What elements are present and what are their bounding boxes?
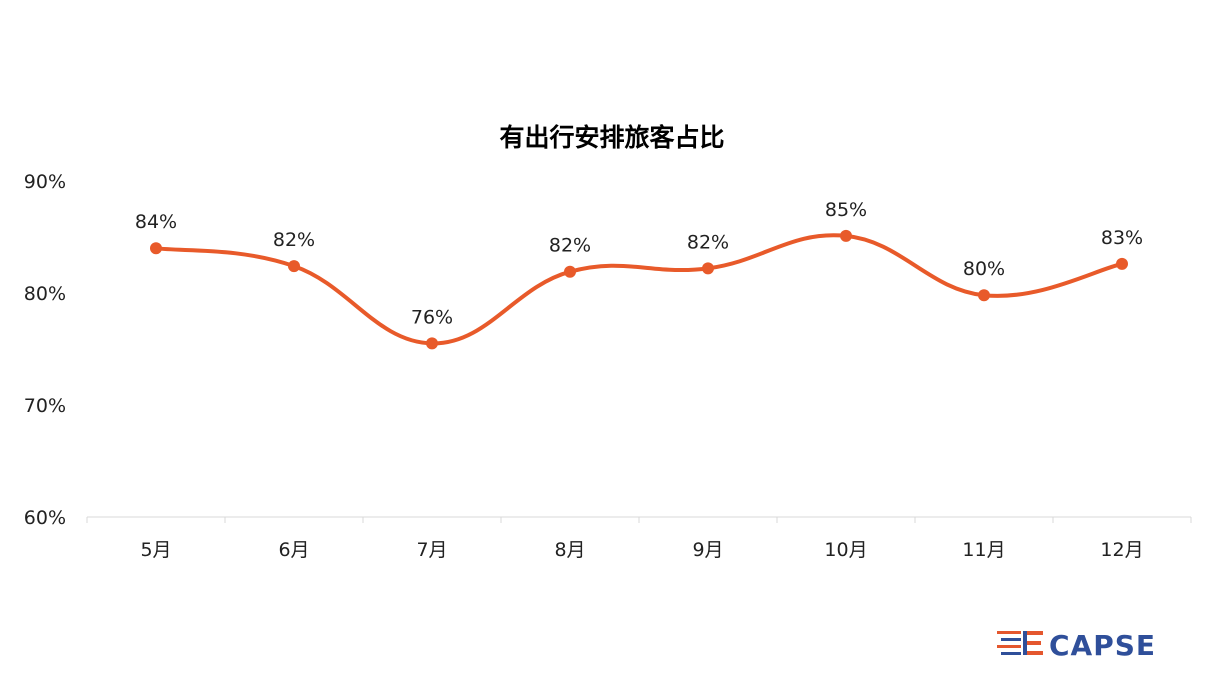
data-point (564, 265, 576, 278)
data-point (288, 260, 300, 273)
data-label: 84% (135, 211, 177, 233)
data-point (1116, 257, 1128, 270)
logo-mark-icon (997, 631, 1043, 655)
x-tick-label: 9月 (692, 539, 723, 561)
data-label: 82% (687, 231, 729, 253)
data-point (702, 262, 714, 275)
data-labels: 84% 82% 76% 82% 82% 85% 80% 83% (135, 199, 1143, 329)
chart-title: 有出行安排旅客占比 (499, 123, 724, 152)
capse-logo: CAPSE (997, 629, 1156, 662)
data-label: 83% (1101, 227, 1143, 249)
data-label: 82% (549, 235, 591, 257)
series-line-group (154, 233, 1124, 346)
x-tick-label: 8月 (554, 539, 585, 561)
x-tick-label: 6月 (278, 539, 309, 561)
data-label: 82% (273, 229, 315, 251)
y-tick-label: 60% (24, 507, 66, 529)
x-tick-label: 11月 (962, 539, 1005, 561)
y-tick-label: 70% (24, 395, 66, 417)
y-tick-label: 80% (24, 283, 66, 305)
series-line (154, 233, 1124, 346)
data-label: 80% (963, 258, 1005, 280)
data-point (840, 229, 852, 242)
y-tick-label: 90% (24, 171, 66, 193)
x-tick-label: 7月 (416, 539, 447, 561)
x-tick-label: 12月 (1100, 539, 1143, 561)
y-axis-ticks: 60% 70% 80% 90% (24, 171, 66, 529)
data-point (150, 242, 162, 255)
data-label: 85% (825, 199, 867, 221)
x-axis: 5月 6月 7月 8月 9月 10月 11月 12月 (86, 516, 1192, 561)
data-point (426, 337, 438, 350)
x-tick-label: 5月 (140, 539, 171, 561)
x-tick-label: 10月 (824, 539, 867, 561)
data-points (150, 229, 1128, 350)
logo-text: CAPSE (1049, 629, 1156, 662)
data-label: 76% (411, 306, 453, 328)
data-point (978, 289, 990, 302)
